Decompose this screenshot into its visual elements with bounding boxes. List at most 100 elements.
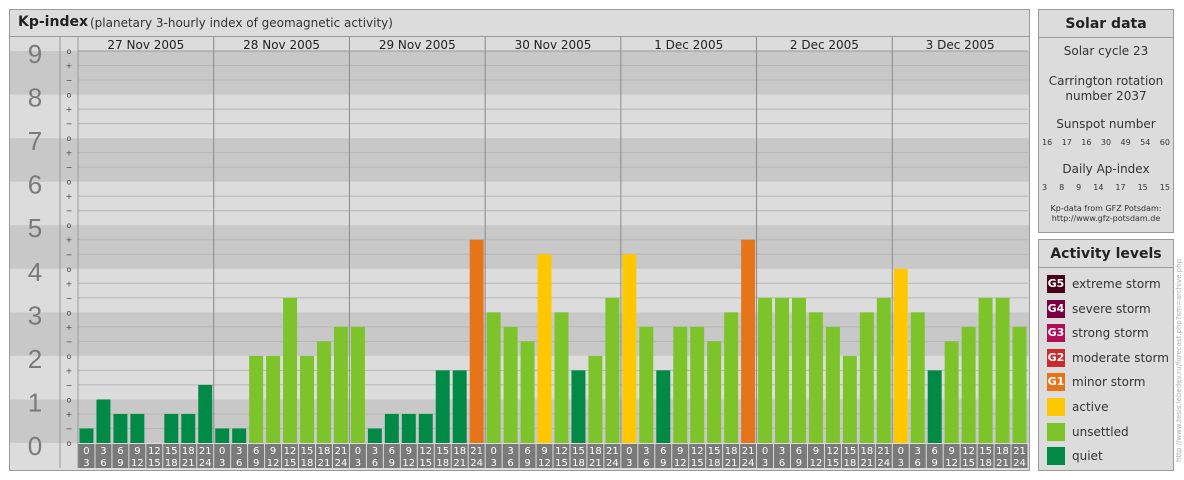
day-label: 2 Dec 2005 [790, 38, 859, 52]
hour-label-cell [807, 444, 824, 468]
hour-start-label: 21 [606, 446, 619, 457]
kp-bar [232, 428, 247, 443]
hour-start-label: 3 [236, 446, 242, 457]
hour-label-cell [451, 444, 468, 468]
y-subtick-label: + [66, 62, 73, 71]
hour-label-cell [485, 444, 502, 468]
y-tick-label: 8 [28, 83, 42, 113]
watermark: http://www.tesis.lebedev.ru/forecast.php… [1175, 258, 1184, 468]
band-4 [10, 225, 1029, 269]
band-7 [10, 94, 1029, 139]
legend-swatch: G3 [1047, 324, 1065, 343]
hour-start-label: 21 [742, 446, 755, 457]
hour-start-label: 9 [948, 446, 954, 457]
hour-end-label: 18 [436, 458, 449, 469]
band-1 [10, 355, 1029, 400]
hour-start-label: 18 [182, 446, 195, 457]
hour-label-cell [146, 444, 163, 468]
solar-data-title: Solar data [1039, 10, 1173, 38]
hour-label-cell [672, 444, 689, 468]
source-line-2: http://www.gfz-potsdam.de [1051, 214, 1161, 223]
hour-end-label: 3 [83, 458, 89, 469]
band-8 [10, 51, 1029, 95]
hour-end-label: 18 [708, 458, 721, 469]
hour-label-cell [536, 444, 553, 468]
legend-label: moderate storm [1072, 350, 1169, 365]
hour-label-cell [638, 444, 655, 468]
y-tick-label: 0 [28, 431, 42, 461]
hour-label-cell [112, 444, 129, 468]
y-subtick-label: o [67, 134, 72, 143]
y-subtick-label: + [66, 279, 73, 288]
hour-start-label: 9 [813, 446, 819, 457]
legend-label: severe storm [1072, 301, 1151, 316]
hour-start-label: 3 [507, 446, 513, 457]
hour-end-label: 3 [762, 458, 768, 469]
hour-label-cell [383, 444, 400, 468]
hour-end-label: 3 [490, 458, 496, 469]
hour-start-label: 6 [932, 446, 938, 457]
hour-end-label: 6 [915, 458, 921, 469]
carrington-line-2: number 2037 [1065, 89, 1147, 103]
legend-item-strong-storm: G3 strong storm [1047, 323, 1149, 343]
hour-start-label: 6 [660, 446, 666, 457]
hour-start-label: 9 [134, 446, 140, 457]
kp-bar [350, 326, 365, 443]
band-3 [10, 268, 1029, 313]
hour-end-label: 9 [524, 458, 530, 469]
y-subtick-label: − [66, 381, 73, 390]
hour-start-label: 21 [335, 446, 348, 457]
hour-end-label: 6 [643, 458, 649, 469]
hour-start-label: 15 [844, 446, 857, 457]
y-subtick-label: o [67, 178, 72, 187]
legend-swatch [1047, 398, 1065, 416]
kp-chart-panel: Kp-index (planetary 3-hourly index of ge… [9, 9, 1030, 471]
y-subtick-label: + [66, 410, 73, 419]
hour-start-label: 0 [762, 446, 768, 457]
hour-label-cell [604, 444, 621, 468]
hour-label-cell [587, 444, 604, 468]
hour-label-cell [400, 444, 417, 468]
hour-label-cell [960, 444, 977, 468]
hour-start-label: 21 [877, 446, 890, 457]
legend-swatch [1047, 447, 1065, 466]
hour-end-label: 21 [318, 458, 331, 469]
hour-start-label: 6 [389, 446, 395, 457]
ap-value: 3 [1042, 183, 1048, 192]
hour-start-label: 21 [470, 446, 483, 457]
kp-bar [724, 312, 739, 443]
y-subtick-label: + [66, 149, 73, 158]
hour-label-cell [892, 444, 909, 468]
hour-end-label: 15 [419, 458, 432, 469]
hour-label-cell [757, 444, 774, 468]
kp-bar [317, 341, 331, 443]
hour-label-cell [299, 444, 315, 468]
hour-label-cell [78, 444, 95, 468]
y-subtick-label: + [66, 192, 73, 201]
hour-label-cell [740, 444, 757, 468]
chart-header: Kp-index (planetary 3-hourly index of ge… [10, 10, 1029, 37]
y-subtick-label: − [66, 250, 73, 259]
kp-bar [825, 326, 840, 443]
hour-label-cell [282, 444, 299, 468]
hour-label-cell [977, 444, 994, 468]
day-label: 27 Nov 2005 [107, 38, 184, 52]
hour-end-label: 18 [844, 458, 857, 469]
activity-levels-panel: Activity levels G5 extreme storm G4 severe … [1038, 239, 1174, 471]
source-line-1: Kp-data from GFZ Potsdam: [1050, 204, 1162, 213]
kp-bar [79, 428, 94, 443]
sunspot-values: 16 17 16 30 49 54 60 [1042, 138, 1170, 147]
y-tick-label: 4 [28, 257, 42, 287]
y-subtick-label: + [66, 105, 73, 114]
legend-item-quiet: quiet [1047, 446, 1103, 466]
kp-bar [910, 312, 925, 443]
ap-value: 9 [1076, 183, 1082, 192]
sunspot-value: 60 [1159, 138, 1170, 147]
hour-end-label: 9 [117, 458, 123, 469]
hour-label-cell [366, 444, 383, 468]
hour-label-cell [824, 444, 841, 468]
kp-bar [859, 312, 874, 443]
legend-item-severe-storm: G4 severe storm [1047, 299, 1151, 319]
kp-bar [486, 312, 501, 443]
band-6 [10, 138, 1029, 182]
